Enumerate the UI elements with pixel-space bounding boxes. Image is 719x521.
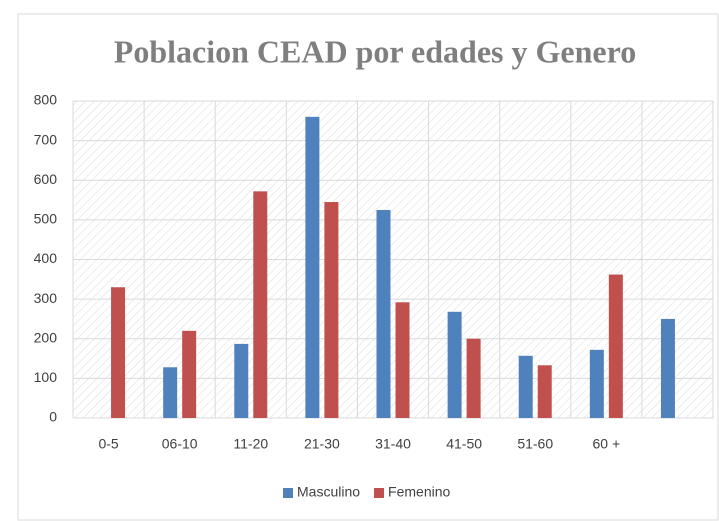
x-tick-label: 21-30: [304, 436, 340, 452]
chart-title: Poblacion CEAD por edades y Genero: [114, 33, 636, 69]
y-tick-label: 200: [34, 329, 58, 345]
legend-label: Masculino: [297, 484, 360, 500]
bar: [608, 274, 623, 418]
legend-swatch: [374, 488, 385, 498]
bar: [589, 349, 604, 418]
x-tick-label: 0-5: [98, 436, 118, 452]
bar: [376, 209, 391, 418]
y-tick-label: 800: [34, 92, 58, 108]
legend-label: Femenino: [388, 484, 450, 500]
bar: [324, 202, 339, 418]
x-tick-label: 41-50: [446, 436, 482, 452]
x-tick-label: 31-40: [375, 436, 411, 452]
bar: [253, 191, 268, 418]
bar: [518, 355, 533, 418]
y-tick-label: 400: [34, 250, 58, 266]
x-tick-label: 06-10: [162, 436, 198, 452]
bar: [111, 287, 126, 418]
y-tick-label: 300: [34, 290, 58, 306]
bar: [234, 343, 249, 418]
y-tick-label: 100: [34, 369, 58, 385]
x-tick-label: 60 +: [593, 436, 621, 452]
bar: [660, 318, 675, 418]
bar: [447, 311, 462, 418]
y-tick-label: 0: [49, 409, 57, 425]
bar: [163, 367, 178, 418]
bar: [537, 365, 552, 418]
x-tick-label: 11-20: [233, 436, 268, 452]
bar: [305, 116, 320, 418]
bar: [395, 302, 410, 418]
bar: [466, 338, 481, 418]
y-tick-label: 600: [34, 171, 58, 187]
y-tick-label: 500: [34, 211, 58, 227]
x-tick-label: 51-60: [517, 436, 553, 452]
legend-swatch: [283, 488, 293, 498]
y-tick-label: 700: [34, 131, 58, 147]
bar: [182, 330, 197, 418]
